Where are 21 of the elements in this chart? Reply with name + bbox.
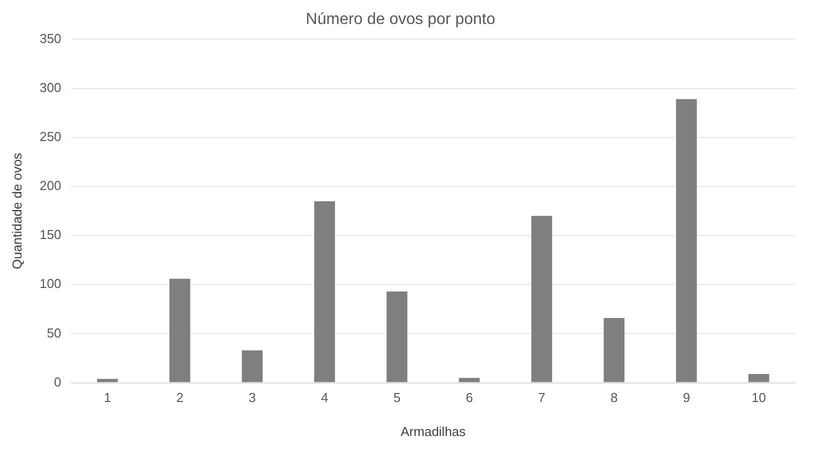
y-tick-label: 300 [40, 80, 62, 95]
y-tick-label: 100 [40, 276, 62, 292]
y-tick-label: 250 [40, 128, 62, 144]
y-tick-label: 350 [40, 30, 62, 46]
x-tick-label: 1 [104, 390, 112, 406]
y-axis-title: Quantidade de ovos [9, 152, 24, 270]
y-tick-label: 0 [54, 374, 62, 390]
x-tick-label: 6 [466, 390, 473, 406]
y-tick-label: 200 [40, 178, 62, 194]
x-tick-label: 9 [682, 390, 690, 406]
x-tick-label: 7 [538, 390, 546, 406]
x-tick-label: 2 [176, 390, 184, 406]
x-tick-label: 8 [610, 390, 618, 406]
x-tick-label: 3 [248, 390, 256, 406]
y-tick-label: 150 [40, 227, 62, 242]
x-tick-label: 5 [393, 390, 401, 406]
y-tick-label: 50 [46, 325, 62, 340]
x-tick-label: 4 [320, 390, 328, 406]
x-tick-label: 10 [752, 390, 766, 406]
x-axis-title: Armadilhas [400, 424, 466, 439]
chart-title: Número de ovos por ponto [306, 11, 496, 28]
